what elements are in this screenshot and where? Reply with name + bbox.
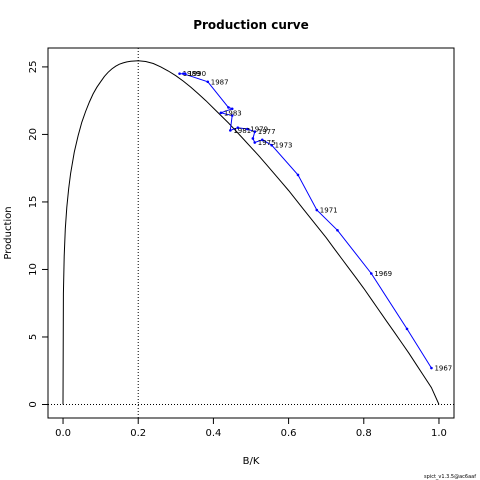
x-axis-label: B/K <box>243 456 260 467</box>
point-label: 1977 <box>258 128 276 136</box>
point-label: 1990 <box>188 70 206 78</box>
x-tick-label: 1.0 <box>431 428 447 439</box>
series-point <box>183 72 187 75</box>
y-tick-label: 20 <box>28 128 39 141</box>
y-tick-label: 5 <box>28 334 39 340</box>
x-tick-label: 0.6 <box>281 428 297 439</box>
y-axis: 0 5 10 15 20 25 <box>28 61 48 408</box>
series-point <box>253 141 257 144</box>
series-line <box>179 73 432 369</box>
y-tick-label: 15 <box>28 196 39 209</box>
point-label: 1989 <box>183 70 201 78</box>
x-tick-label: 0.8 <box>356 428 372 439</box>
series-point <box>369 272 373 275</box>
series-point <box>206 80 210 84</box>
version-footnote: spict_v1.3.5@ac6aaf <box>424 474 476 480</box>
series-point <box>270 143 273 147</box>
point-label: 1967 <box>434 365 452 373</box>
x-tick-label: 0.0 <box>55 428 71 439</box>
point-label: 1987 <box>211 78 229 86</box>
series-point <box>219 111 223 115</box>
series-point <box>251 137 255 140</box>
reference-lines <box>48 48 454 418</box>
series-point <box>178 72 181 75</box>
plot-border <box>47 47 455 419</box>
point-label: 1979 <box>250 126 268 134</box>
series-point <box>430 366 433 370</box>
series-point <box>296 173 300 177</box>
point-label: 1981 <box>233 127 251 135</box>
y-tick-label: 25 <box>28 61 39 74</box>
series-point <box>245 127 249 131</box>
x-axis: 0.0 0.2 0.4 0.6 0.8 1.0 <box>55 418 447 439</box>
series-point <box>227 106 230 109</box>
point-label: 1973 <box>275 142 293 150</box>
series-point <box>315 208 319 212</box>
x-tick-label: 0.4 <box>205 428 221 439</box>
series-point <box>336 228 339 232</box>
point-label: 1969 <box>374 270 392 278</box>
point-label: 1975 <box>258 139 276 147</box>
y-tick-label: 0 <box>28 401 39 407</box>
y-axis-label: Production <box>3 206 14 259</box>
series-point <box>236 126 240 129</box>
plot-frame <box>47 47 455 419</box>
production-curve <box>62 60 440 405</box>
series-point <box>182 72 185 75</box>
x-tick-label: 0.2 <box>130 428 146 439</box>
series-point <box>405 327 409 331</box>
curve-line <box>62 60 440 405</box>
point-label: 1983 <box>224 109 242 117</box>
y-tick-label: 10 <box>28 263 39 276</box>
chart-title: Production curve <box>193 18 309 32</box>
series-point <box>229 129 232 132</box>
point-label: 1971 <box>320 207 338 215</box>
series-point <box>260 138 264 142</box>
series-point <box>230 114 234 117</box>
series-point <box>253 130 257 134</box>
series-point <box>230 107 234 111</box>
